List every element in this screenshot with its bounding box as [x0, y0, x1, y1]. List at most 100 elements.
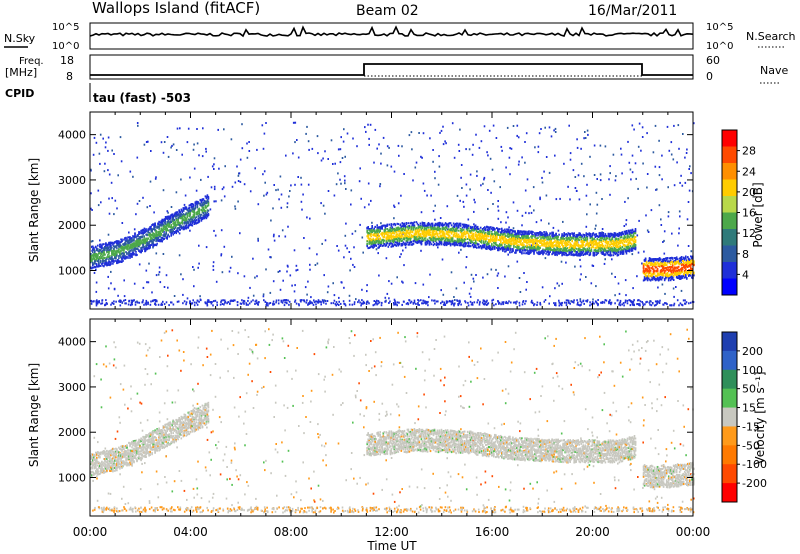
power-band-cell: [454, 243, 457, 246]
power-scatter-cell: [386, 292, 389, 295]
power-band-cell: [389, 241, 392, 243]
power-band-cell: [116, 253, 118, 256]
power-band-cell: [390, 230, 393, 233]
power-band-cell: [511, 236, 513, 239]
power-band-cell: [90, 253, 92, 256]
power-scatter-cell: [146, 206, 149, 209]
power-band-cell: [512, 239, 514, 242]
power-band-cell: [394, 229, 397, 232]
power-band-cell: [408, 243, 411, 246]
power-band-cell: [438, 241, 441, 243]
power-band-cell: [523, 247, 525, 250]
power-band-cell: [92, 251, 94, 254]
power-ground-cell: [443, 301, 446, 304]
power-band-cell: [122, 256, 124, 259]
power-band-cell: [435, 223, 438, 226]
power-band-cell: [98, 261, 100, 263]
power-band-cell: [389, 239, 392, 242]
power-scatter-cell: [512, 125, 515, 127]
power-scatter-cell: [378, 143, 380, 146]
power-band-cell: [177, 221, 179, 224]
power-band-cell: [487, 226, 489, 228]
power-band-cell: [520, 247, 522, 250]
power-band-cell: [118, 245, 120, 248]
power-band-cell: [533, 252, 535, 255]
power-band-cell: [101, 255, 103, 258]
power-band-cell: [181, 222, 184, 224]
power-ground-cell: [498, 302, 500, 305]
power-band-cell: [393, 243, 396, 246]
power-band-cell: [485, 235, 487, 238]
power-band-cell: [202, 198, 205, 201]
power-band-cell: [441, 232, 444, 235]
power-ground-cell: [497, 300, 500, 303]
power-band-cell: [390, 235, 393, 238]
power-scatter-cell: [294, 141, 296, 144]
power-band-cell: [120, 244, 122, 247]
power-band-cell: [471, 237, 474, 239]
power-band-cell: [474, 241, 477, 243]
power-ground-cell: [157, 303, 160, 306]
power-band-cell: [135, 236, 137, 239]
power-scatter-cell: [541, 181, 544, 184]
power-band-cell: [527, 239, 529, 242]
power-band-cell: [406, 235, 409, 238]
power-ground-cell: [451, 301, 453, 304]
power-band-cell: [147, 242, 149, 245]
power-band-cell: [403, 238, 406, 241]
power-band-cell: [467, 242, 470, 245]
power-band-cell: [537, 240, 539, 242]
power-band-cell: [519, 241, 521, 243]
power-scatter-cell: [294, 183, 296, 186]
power-band-cell: [187, 221, 190, 224]
power-band-cell: [108, 260, 110, 263]
power-band-cell: [470, 226, 473, 229]
power-ground-cell: [245, 303, 248, 306]
power-band-cell: [166, 223, 168, 226]
power-band-cell: [428, 232, 431, 235]
power-scatter-cell: [200, 178, 202, 181]
power-ground-cell: [427, 304, 429, 307]
power-band-cell: [459, 229, 462, 232]
power-scatter-cell: [263, 194, 265, 197]
power-band-cell: [182, 225, 185, 228]
power-band-cell: [126, 255, 128, 258]
power-band-cell: [115, 253, 117, 256]
power-band-cell: [136, 248, 138, 250]
power-scatter-cell: [608, 178, 610, 181]
power-band-cell: [434, 239, 437, 242]
power-band-cell: [532, 235, 534, 238]
power-scatter-cell: [92, 153, 95, 156]
power-band-cell: [528, 243, 530, 246]
power-ground-cell: [422, 299, 425, 302]
power-ground-cell: [115, 300, 117, 303]
power-band-cell: [465, 226, 468, 229]
nave-label: Nave: [760, 64, 788, 77]
power-scatter-cell: [355, 298, 357, 301]
power-band-cell: [440, 243, 443, 246]
power-band-cell: [450, 229, 453, 232]
power-band-cell: [492, 248, 494, 251]
power-ground-cell: [425, 300, 427, 303]
power-band-cell: [164, 219, 166, 222]
power-scatter-cell: [175, 191, 178, 194]
power-band-cell: [197, 215, 200, 218]
power-scatter-cell: [303, 237, 305, 239]
freq-panel-frame: [89, 54, 694, 80]
power-ground-cell: [366, 301, 368, 304]
power-scatter-cell: [521, 214, 524, 217]
power-band-cell: [113, 247, 115, 250]
power-band-cell: [144, 240, 146, 243]
power-band-cell: [407, 243, 410, 246]
power-band-cell: [97, 265, 99, 268]
power-band-cell: [484, 246, 486, 249]
power-band-cell: [111, 246, 113, 249]
power-scatter-cell: [292, 152, 294, 155]
power-band-cell: [460, 233, 463, 236]
power-band-cell: [173, 218, 175, 221]
power-band-cell: [492, 226, 494, 229]
cpid-label: CPID: [5, 87, 34, 100]
power-band-cell: [390, 245, 393, 248]
power-band-cell: [400, 227, 403, 230]
power-band-cell: [196, 204, 199, 207]
